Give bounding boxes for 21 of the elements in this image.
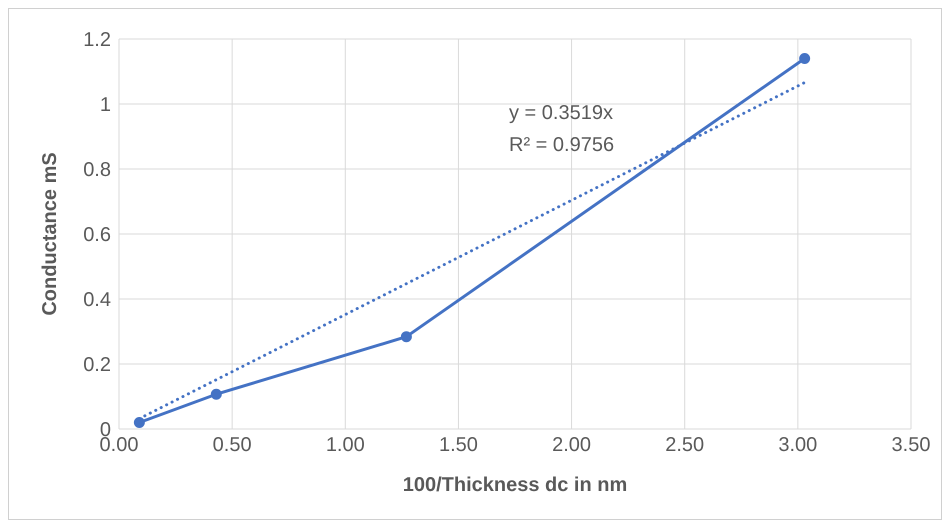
x-tick-label: 0.50 (212, 434, 252, 456)
point (400, 331, 412, 342)
y-tick-label: 0.4 (83, 289, 111, 312)
y-tick-label: 0.8 (83, 159, 111, 182)
point (210, 388, 222, 400)
x-tick-label: 1.50 (438, 434, 478, 456)
y-tick-label: 0.2 (83, 354, 111, 376)
annotation: y = 0.3519x (509, 101, 614, 126)
x-tick-label: 2.50 (665, 434, 704, 456)
y-tick-label: 0.6 (83, 224, 111, 246)
x-tick-label: 3.50 (892, 434, 930, 456)
y-axis-title: Conductance mS (39, 152, 62, 316)
x-tick-label: 3.00 (778, 434, 818, 456)
y-tick-label: 1.2 (83, 29, 111, 52)
x-axis-title: 100/Thickness dc in nm (402, 474, 628, 496)
point (799, 53, 810, 64)
x-tick-label: 1.00 (326, 434, 365, 456)
x-tick-label: 2.00 (552, 434, 592, 456)
y-tick-label: 1 (100, 94, 111, 116)
point (134, 417, 145, 428)
annotation: R² = 0.9756 (509, 133, 614, 158)
